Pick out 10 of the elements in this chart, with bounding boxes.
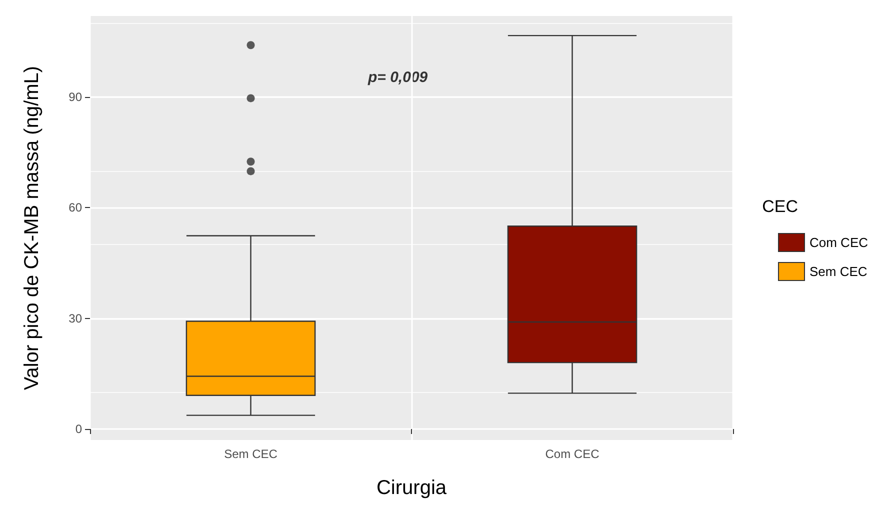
y-axis-title: Valor pico de CK-MB massa (ng/mL) [21, 66, 43, 390]
y-tick-label: 30 [68, 311, 82, 326]
x-axis-title: Cirurgia [376, 477, 448, 499]
y-tick-label: 0 [75, 422, 82, 436]
legend-label: Sem CEC [809, 264, 868, 279]
y-tick-label: 90 [68, 90, 82, 104]
annotation: p= 0,009 [367, 69, 428, 86]
y-tick-label: 60 [68, 200, 82, 215]
legend-title: CEC [762, 197, 798, 216]
legend-label: Com CEC [809, 235, 868, 250]
